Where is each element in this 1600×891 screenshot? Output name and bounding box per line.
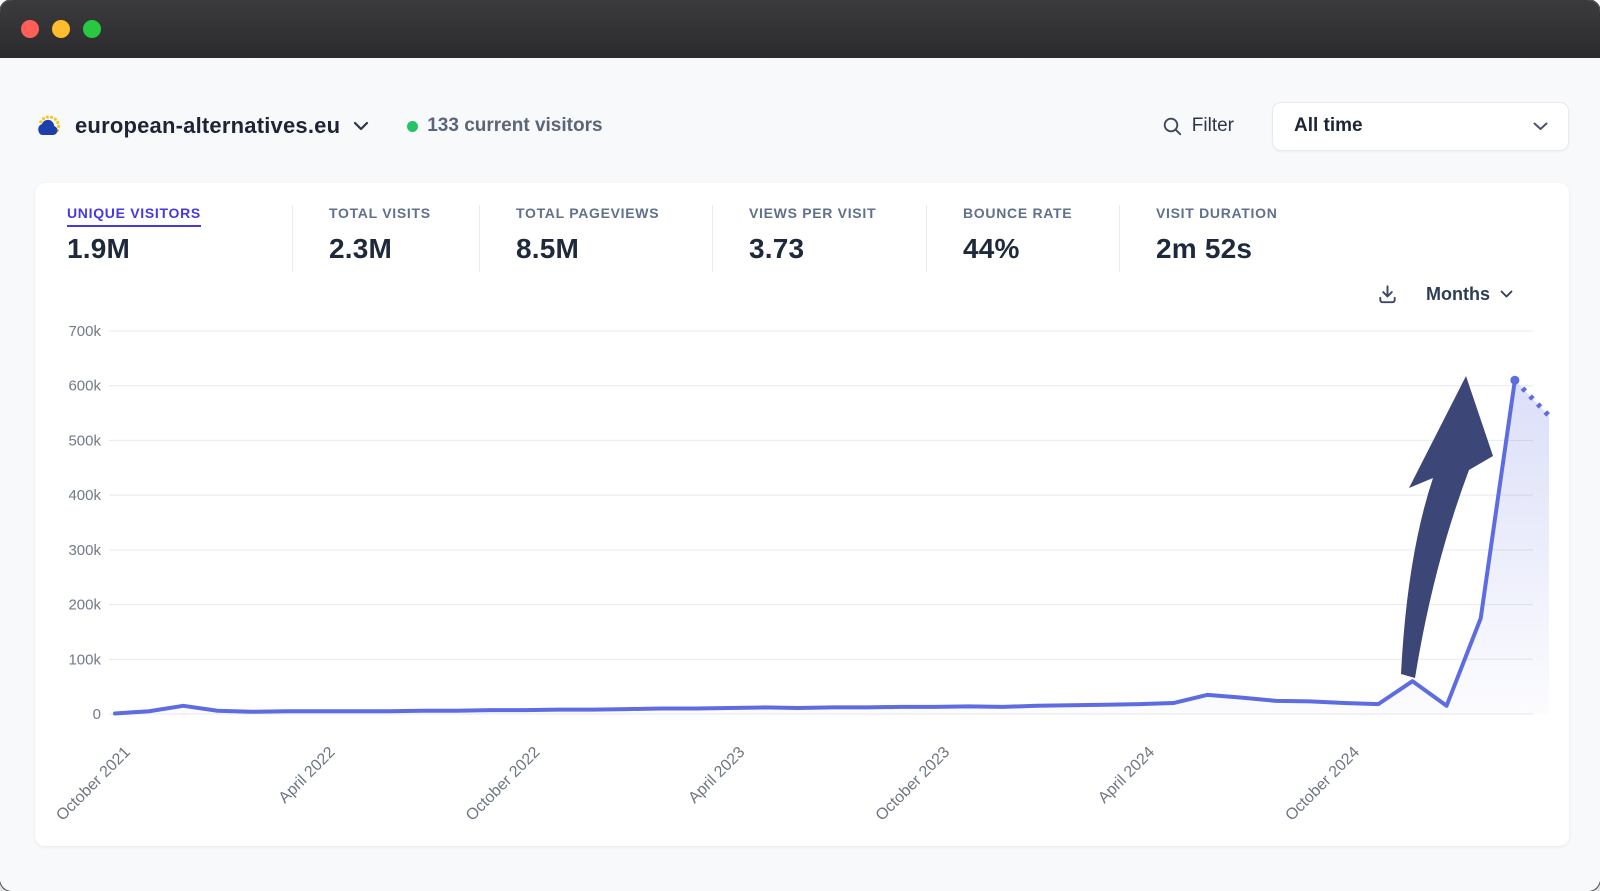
window-titlebar: [0, 0, 1600, 58]
y-axis-label: 100k: [68, 651, 101, 668]
visitors-chart[interactable]: 0 100k 200k 300k 400k 500k 600k 700k October 202…: [35, 316, 1569, 836]
x-axis-label: April 2022: [276, 744, 339, 807]
y-axis-label: 300k: [68, 542, 101, 559]
close-window-button[interactable]: [21, 20, 39, 38]
current-visitors-text: 133 current visitors: [427, 115, 602, 137]
chart-controls: Months: [35, 272, 1569, 316]
x-axis-label: October 2022: [463, 744, 544, 825]
y-axis-label: 0: [93, 706, 101, 723]
chart-area-fill: [115, 380, 1549, 714]
live-visitors-dot-icon: [407, 120, 419, 132]
growth-arrow-annotation: [1401, 376, 1493, 678]
stat-bounce-rate[interactable]: BOUNCE RATE 44%: [926, 205, 1119, 272]
x-axis-label: April 2024: [1095, 744, 1158, 807]
stat-label[interactable]: VIEWS PER VISIT: [749, 205, 877, 221]
visitors-line-partial-dotted: [1513, 378, 1551, 418]
stat-unique-visitors[interactable]: UNIQUE VISITORS 1.9M: [67, 205, 292, 272]
y-axis-label: 500k: [68, 432, 101, 449]
x-axis-label: April 2023: [685, 744, 748, 807]
date-range-picker[interactable]: All time: [1272, 101, 1569, 151]
stat-label[interactable]: TOTAL VISITS: [329, 205, 431, 221]
minimize-window-button[interactable]: [52, 20, 70, 38]
dashboard-content: european-alternatives.eu 133 current vis…: [0, 58, 1600, 891]
analytics-card: UNIQUE VISITORS 1.9M TOTAL VISITS 2.3M T…: [35, 183, 1569, 846]
filter-label: Filter: [1191, 115, 1234, 136]
range-chevron-down-icon: [1533, 122, 1548, 130]
stat-label[interactable]: UNIQUE VISITORS: [67, 205, 201, 227]
x-axis-label: October 2024: [1282, 744, 1363, 825]
x-axis-label: October 2021: [53, 744, 134, 825]
stat-value: 1.9M: [67, 233, 131, 264]
stat-value: 2m 52s: [1156, 233, 1253, 264]
interval-dropdown[interactable]: Months: [1426, 284, 1513, 305]
y-axis-label: 700k: [68, 323, 101, 340]
stat-label[interactable]: TOTAL PAGEVIEWS: [516, 205, 660, 221]
top-stats-row: UNIQUE VISITORS 1.9M TOTAL VISITS 2.3M T…: [35, 183, 1569, 272]
site-switcher[interactable]: european-alternatives.eu: [35, 113, 369, 140]
magnifier-icon: [1163, 117, 1181, 135]
download-icon[interactable]: [1376, 283, 1399, 306]
current-visitors-count: 133: [427, 115, 459, 136]
stat-value: 8.5M: [516, 233, 580, 264]
x-axis-label: October 2023: [873, 744, 954, 825]
stat-value: 2.3M: [329, 233, 393, 264]
eu-cloud-favicon-icon: [38, 114, 61, 135]
y-axis-label: 600k: [68, 378, 101, 395]
stat-total-pageviews[interactable]: TOTAL PAGEVIEWS 8.5M: [479, 205, 712, 272]
interval-chevron-down-icon: [1500, 290, 1513, 298]
filter-button[interactable]: Filter: [1162, 115, 1234, 137]
y-axis-label: 400k: [68, 487, 101, 504]
stat-value: 3.73: [749, 233, 805, 264]
stat-value: 44%: [963, 233, 1020, 264]
date-range-value: All time: [1294, 115, 1363, 136]
peak-point-marker: [1510, 375, 1520, 385]
header-right: Filter All time: [1162, 101, 1569, 151]
stat-visit-duration[interactable]: VISIT DURATION 2m 52s: [1119, 205, 1314, 272]
dashboard-header: european-alternatives.eu 133 current vis…: [35, 100, 1569, 152]
stat-label[interactable]: BOUNCE RATE: [963, 205, 1073, 221]
interval-label: Months: [1426, 283, 1490, 304]
site-chevron-down-icon: [354, 121, 369, 131]
y-axis-label: 200k: [68, 597, 101, 614]
visitors-chart-svg: 0 100k 200k 300k 400k 500k 600k 700k October 202…: [53, 323, 1551, 825]
stat-total-visits[interactable]: TOTAL VISITS 2.3M: [292, 205, 479, 272]
current-visitors-label: current visitors: [464, 115, 603, 136]
maximize-window-button[interactable]: [83, 20, 101, 38]
current-visitors[interactable]: 133 current visitors: [407, 115, 603, 137]
site-domain: european-alternatives.eu: [75, 113, 341, 138]
visitors-line: [113, 378, 1517, 716]
stat-views-per-visit[interactable]: VIEWS PER VISIT 3.73: [712, 205, 926, 272]
stat-label[interactable]: VISIT DURATION: [1156, 205, 1278, 221]
